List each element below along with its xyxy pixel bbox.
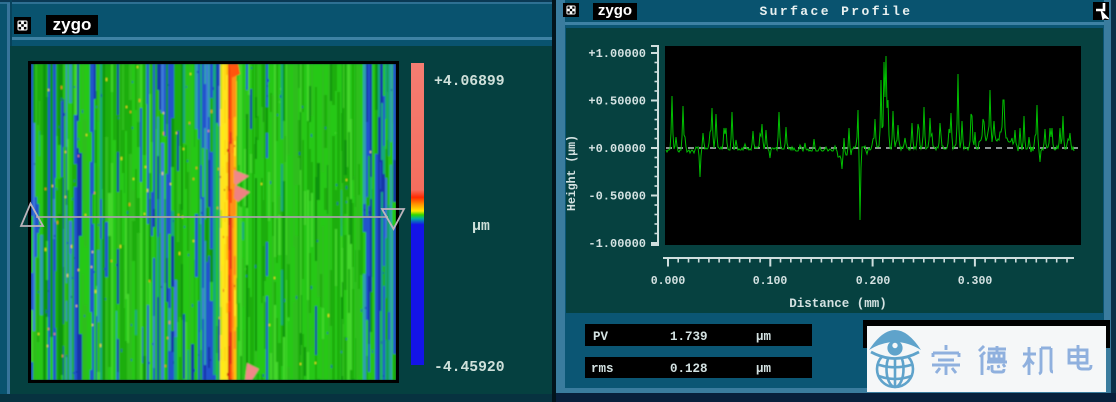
svg-text:-4.45920: -4.45920 (434, 360, 505, 376)
svg-text:+4.06899: +4.06899 (434, 74, 505, 90)
svg-text:0.200: 0.200 (856, 275, 891, 288)
svg-text:0.100: 0.100 (753, 275, 788, 288)
svg-text:rms: rms (591, 362, 614, 376)
svg-text:+0.00000: +0.00000 (588, 142, 646, 156)
svg-text:1.739: 1.739 (670, 330, 708, 344)
svg-text:-0.50000: -0.50000 (588, 190, 646, 204)
svg-text:0.300: 0.300 (958, 275, 993, 288)
svg-text:µm: µm (756, 330, 772, 344)
svg-text:PV: PV (593, 330, 609, 344)
svg-text:µm: µm (756, 362, 772, 376)
svg-text:Height (µm): Height (µm) (566, 135, 579, 211)
svg-text:-1.00000: -1.00000 (588, 237, 646, 251)
svg-text:+1.00000: +1.00000 (588, 47, 646, 61)
svg-text:µm: µm (472, 219, 490, 235)
svg-text:0.128: 0.128 (670, 362, 708, 376)
svg-text:+0.50000: +0.50000 (588, 95, 646, 109)
svg-text:Distance (mm): Distance (mm) (789, 297, 887, 311)
svg-text:0.000: 0.000 (651, 275, 686, 288)
